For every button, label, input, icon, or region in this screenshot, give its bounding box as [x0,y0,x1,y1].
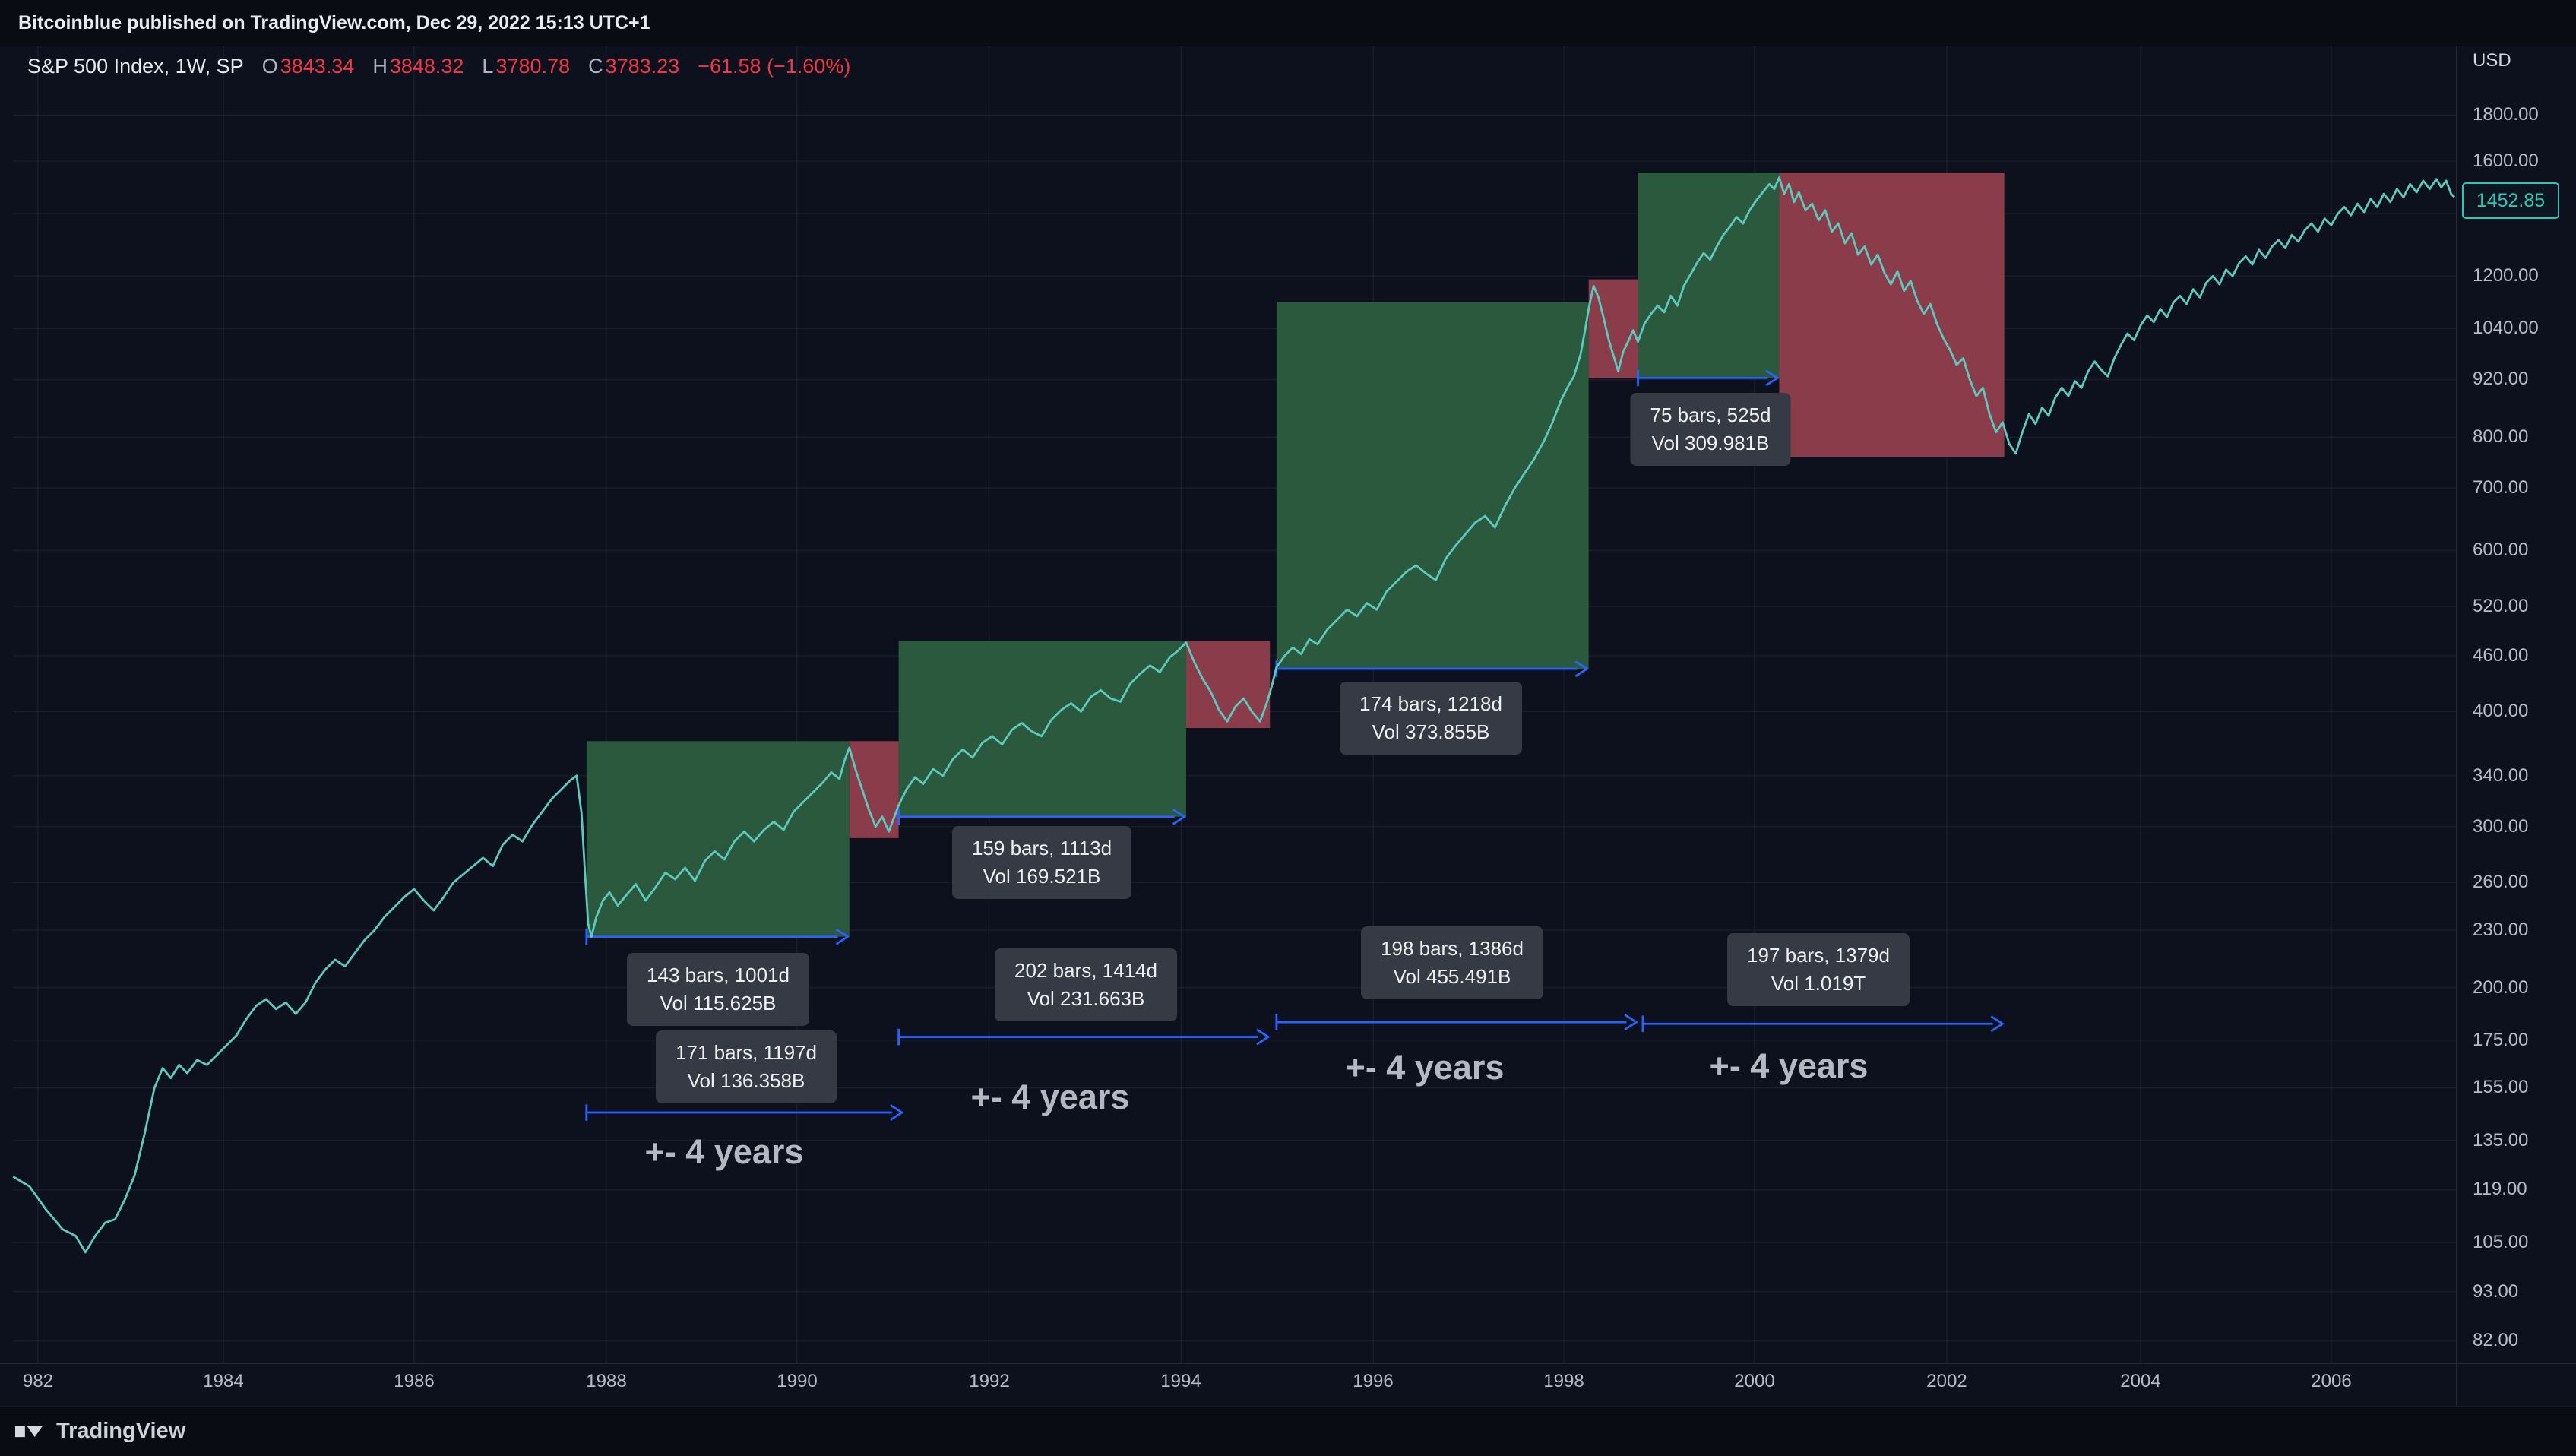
currency-label: USD [2473,50,2511,71]
measurement-label: 143 bars, 1001d Vol 115.625B [627,953,809,1026]
time-tick: 2006 [2311,1371,2352,1391]
footer: TradingView [0,1406,2576,1456]
price-tick: 200.00 [2473,977,2529,998]
measurement-label: 75 bars, 525d Vol 309.981B [1630,393,1791,466]
ohlc-high: H 3848.32 [372,55,464,78]
time-tick: 1986 [394,1371,435,1391]
price-tick: 1800.00 [2473,104,2539,125]
price-tick: 105.00 [2473,1232,2529,1252]
measurement-label: 171 bars, 1197d Vol 136.358B [656,1030,837,1103]
ohlc-close: C 3783.23 [588,55,680,78]
price-tick: 135.00 [2473,1130,2529,1151]
cycle-arrows [585,1014,2005,1121]
price-tick: 119.00 [2473,1179,2527,1199]
measurement-label: 198 bars, 1386d Vol 455.491B [1361,926,1543,999]
price-tick: 460.00 [2473,645,2529,666]
ohlc-open: O 3843.34 [261,55,355,78]
bull-boxes [586,173,1780,937]
last-price-label: 1452.85 [2462,182,2559,219]
price-tick: 155.00 [2473,1077,2529,1097]
time-tick: 2000 [1734,1371,1775,1391]
time-tick: 1992 [969,1371,1010,1391]
measurement-label: 197 bars, 1379d Vol 1.019T [1727,933,1910,1006]
time-tick: 1990 [777,1371,818,1391]
header: Bitcoinblue published on TradingView.com… [0,0,2576,46]
cycle-length-label: +- 4 years [1709,1046,1869,1085]
time-tick: 982 [22,1371,54,1391]
tradingview-logo-icon[interactable] [15,1422,46,1442]
time-tick: 2004 [2120,1371,2161,1391]
time-tick: 1994 [1160,1371,1201,1391]
price-tick: 920.00 [2473,369,2529,389]
measurement-label: 174 bars, 1218d Vol 373.855B [1340,682,1522,755]
price-tick: 800.00 [2473,426,2529,447]
time-axis-border [0,1363,2576,1364]
price-tick: 600.00 [2473,540,2529,560]
time-tick: 1998 [1543,1371,1584,1391]
cycle-length-label: +- 4 years [970,1078,1130,1116]
price-axis-border [2456,46,2457,1407]
measurement-label: 202 bars, 1414d Vol 231.663B [995,948,1177,1021]
price-tick: 230.00 [2473,919,2529,940]
price-tick: 400.00 [2473,701,2529,721]
cycle-length-label: +- 4 years [644,1132,804,1171]
price-tick: 300.00 [2473,816,2529,837]
ohlc-low: L 3780.78 [482,55,571,78]
tradingview-brand[interactable]: TradingView [56,1419,186,1443]
time-tick: 1988 [586,1371,627,1391]
price-tick: 1600.00 [2473,150,2539,171]
price-tick: 175.00 [2473,1030,2529,1050]
bear-boxes [849,173,2005,838]
time-tick: 1984 [203,1371,244,1391]
time-tick: 1996 [1353,1371,1394,1391]
price-tick: 700.00 [2473,477,2529,498]
price-tick: 340.00 [2473,765,2529,786]
publish-title: Bitcoinblue published on TradingView.com… [18,12,650,33]
measurement-label: 159 bars, 1113d Vol 169.521B [951,826,1132,899]
cycle-length-label: +- 4 years [1345,1048,1505,1087]
legend: S&P 500 Index, 1W, SP O 3843.34 H 3848.32 … [27,55,850,78]
price-tick: 1200.00 [2473,265,2539,286]
price-tick: 82.00 [2473,1330,2519,1350]
price-tick: 520.00 [2473,596,2529,616]
time-tick: 2002 [1926,1371,1967,1391]
change-value: −61.58 (−1.60%) [698,55,851,78]
price-tick: 260.00 [2473,872,2529,892]
price-tick: 93.00 [2473,1281,2519,1302]
price-tick: 1040.00 [2473,318,2539,338]
price-line [12,176,2456,1254]
symbol-title[interactable]: S&P 500 Index, 1W, SP [27,55,244,78]
